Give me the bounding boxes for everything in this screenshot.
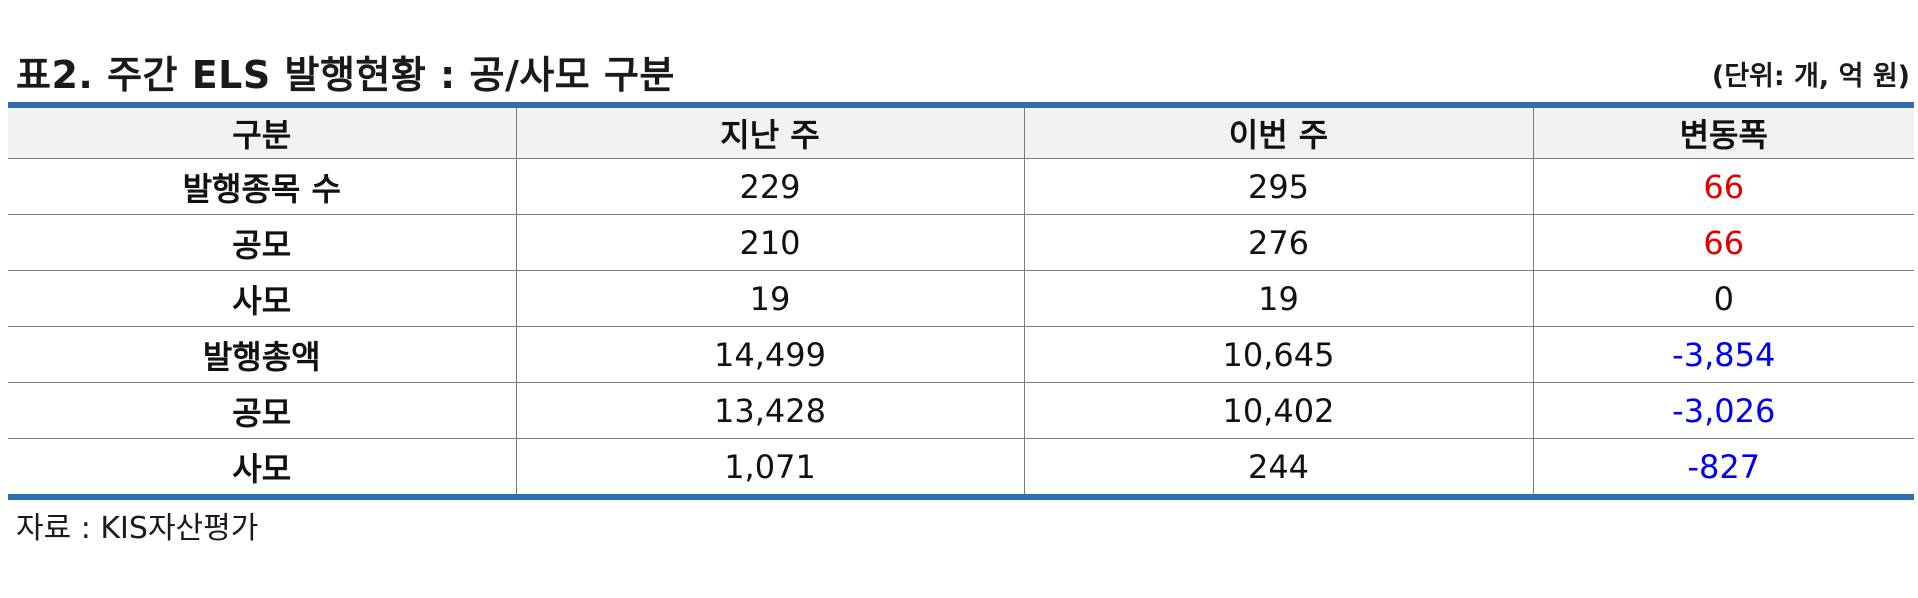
change-value: -827	[1687, 447, 1761, 486]
header-category: 구분	[8, 108, 517, 159]
this-week-value: 276	[1024, 214, 1534, 271]
this-week-value: 295	[1024, 158, 1534, 215]
table-row: 공모 210 276 66	[8, 214, 1914, 271]
last-week-value: 1,071	[516, 438, 1025, 494]
change-value: 66	[1533, 158, 1914, 215]
unit-note: (단위: 개, 억 원)	[1711, 61, 1910, 92]
els-issuance-table-wrap: 구분 지난 주 이번 주 변동폭 발행종목 수 229 295 66 공모 21…	[8, 102, 1914, 500]
change-value: -3,854	[1533, 326, 1914, 383]
header-last-week: 지난 주	[516, 108, 1025, 159]
title-row: 표2. 주간 ELS 발행현황 : 공/사모 구분 (단위: 개, 억 원)	[16, 44, 1910, 97]
change-value: 0	[1533, 270, 1914, 327]
els-issuance-table: 구분 지난 주 이번 주 변동폭 발행종목 수 229 295 66 공모 21…	[8, 108, 1914, 494]
last-week-value: 14,499	[516, 326, 1025, 383]
source-note: 자료 : KIS자산평가	[16, 511, 259, 546]
table-header-row: 구분 지난 주 이번 주 변동폭	[8, 108, 1914, 159]
change-value: 66	[1533, 214, 1914, 271]
last-week-value: 13,428	[516, 382, 1025, 439]
row-label: 공모	[8, 382, 517, 439]
this-week-value: 244	[1024, 438, 1534, 494]
table-title: 표2. 주간 ELS 발행현황 : 공/사모 구분	[16, 53, 675, 97]
table-row: 발행총액 14,499 10,645 -3,854	[8, 326, 1914, 383]
row-label: 사모	[8, 438, 517, 494]
change-value: -3,026	[1533, 382, 1914, 439]
this-week-value: 10,402	[1024, 382, 1534, 439]
this-week-value: 19	[1024, 270, 1534, 327]
last-week-value: 210	[516, 214, 1025, 271]
table-row: 공모 13,428 10,402 -3,026	[8, 382, 1914, 439]
this-week-value: 10,645	[1024, 326, 1534, 383]
last-week-value: 229	[516, 158, 1025, 215]
header-this-week: 이번 주	[1024, 108, 1534, 159]
header-change: 변동폭	[1533, 108, 1914, 159]
table-row: 사모 1,071 244 -827	[8, 438, 1914, 494]
row-label: 발행총액	[8, 326, 517, 383]
table-row: 사모 19 19 0	[8, 270, 1914, 327]
row-label: 공모	[8, 214, 517, 271]
last-week-value: 19	[516, 270, 1025, 327]
table-row: 발행종목 수 229 295 66	[8, 158, 1914, 215]
row-label: 발행종목 수	[8, 158, 517, 215]
row-label: 사모	[8, 270, 517, 327]
